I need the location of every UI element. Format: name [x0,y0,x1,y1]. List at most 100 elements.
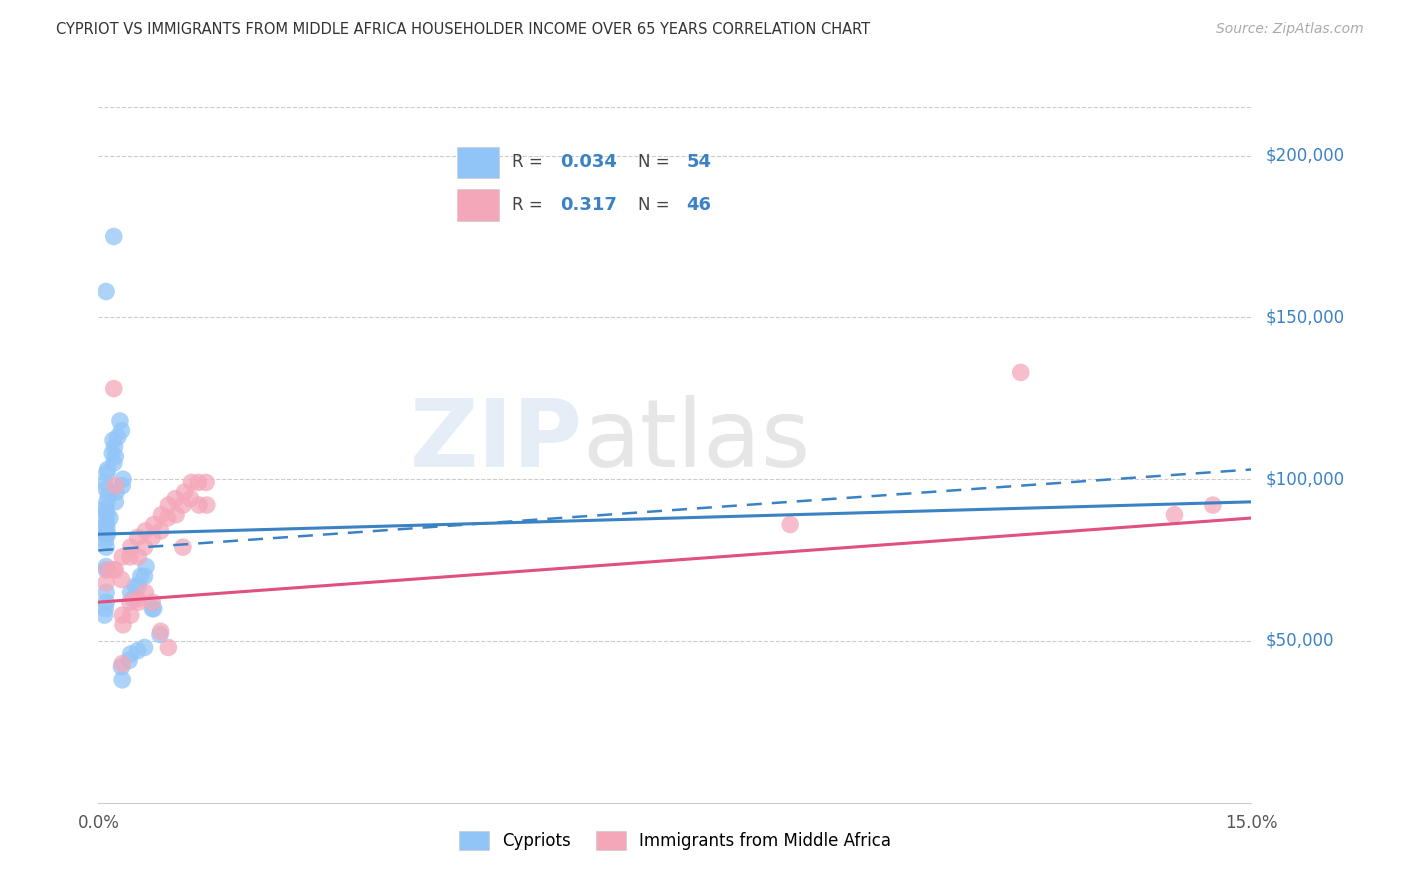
Point [96,521,118,535]
Point [1010,365,1032,379]
Text: atlas: atlas [582,395,811,487]
Point [134,569,156,583]
Point [172,498,194,512]
Point [105,485,128,500]
Point [141,601,163,615]
Point [94,517,117,532]
Point [172,540,194,554]
Point [104,478,127,492]
Point [127,579,149,593]
Point [142,517,165,532]
Point [1163,508,1185,522]
Point [141,531,163,545]
Point [120,540,142,554]
Point [93,527,115,541]
Text: $200,000: $200,000 [1265,146,1344,165]
Point [97,488,120,502]
Point [94,527,117,541]
Point [127,549,149,564]
Point [195,498,218,512]
Point [157,498,180,512]
Point [110,660,132,674]
Point [101,434,124,448]
Point [96,508,118,522]
Point [97,462,120,476]
Point [93,475,115,490]
Point [101,446,124,460]
Point [149,524,172,538]
Point [188,498,211,512]
Text: Source: ZipAtlas.com: Source: ZipAtlas.com [1216,22,1364,37]
Point [165,508,187,522]
Point [157,640,180,655]
Point [103,440,125,454]
Point [127,591,149,606]
Point [103,229,125,244]
Point [107,430,129,444]
Point [180,491,202,506]
Point [134,585,156,599]
Legend: Cypriots, Immigrants from Middle Africa: Cypriots, Immigrants from Middle Africa [451,824,898,857]
Point [104,450,127,464]
Text: $100,000: $100,000 [1265,470,1344,488]
Point [173,485,195,500]
Point [124,579,146,593]
Point [94,559,117,574]
Point [103,563,125,577]
Text: $150,000: $150,000 [1265,309,1344,326]
Point [127,531,149,545]
Point [94,601,117,615]
Point [149,624,172,639]
Point [120,608,142,623]
Point [111,549,134,564]
Point [94,540,117,554]
Point [1202,498,1225,512]
Point [96,466,118,480]
Point [110,573,132,587]
Text: CYPRIOT VS IMMIGRANTS FROM MIDDLE AFRICA HOUSEHOLDER INCOME OVER 65 YEARS CORREL: CYPRIOT VS IMMIGRANTS FROM MIDDLE AFRICA… [56,22,870,37]
Point [110,424,132,438]
Point [127,595,149,609]
Point [94,575,117,590]
Point [156,511,179,525]
Text: ZIP: ZIP [409,395,582,487]
Point [111,472,134,486]
Point [118,549,141,564]
Point [129,569,152,583]
Point [141,595,163,609]
Point [97,563,120,577]
Point [103,382,125,396]
Point [94,514,117,528]
Point [103,456,125,470]
Point [93,608,115,623]
Point [150,508,173,522]
Point [165,491,187,506]
Point [122,591,145,606]
Text: $50,000: $50,000 [1265,632,1334,650]
Point [134,640,156,655]
Point [134,524,156,538]
Point [111,478,134,492]
Point [96,495,118,509]
Point [94,595,117,609]
Point [104,495,127,509]
Point [187,475,209,490]
Point [94,563,117,577]
Point [111,657,134,671]
Point [111,617,134,632]
Point [94,585,117,599]
Point [127,643,149,657]
Point [118,595,141,609]
Point [180,475,202,490]
Point [111,608,134,623]
Point [94,501,117,516]
Point [195,475,218,490]
Point [94,533,117,548]
Point [120,585,142,599]
Point [104,563,127,577]
Point [149,627,172,641]
Point [111,673,134,687]
Point [135,559,157,574]
Point [120,647,142,661]
Point [108,414,131,428]
